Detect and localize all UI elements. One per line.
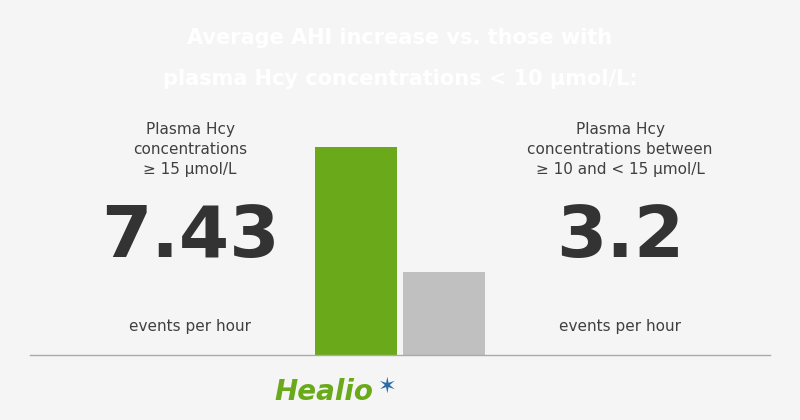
- Text: 3.2: 3.2: [556, 203, 684, 272]
- Bar: [403, 272, 485, 355]
- Text: ✶: ✶: [378, 377, 396, 397]
- Text: plasma Hcy concentrations < 10 μmol/L:: plasma Hcy concentrations < 10 μmol/L:: [162, 69, 638, 89]
- Text: Average AHI increase vs. those with: Average AHI increase vs. those with: [187, 29, 613, 48]
- Text: Plasma Hcy
concentrations between
≥ 10 and < 15 μmol/L: Plasma Hcy concentrations between ≥ 10 a…: [527, 122, 713, 176]
- Bar: [315, 147, 397, 355]
- Text: events per hour: events per hour: [129, 320, 251, 334]
- Text: 7.43: 7.43: [101, 203, 279, 272]
- Text: Healio: Healio: [274, 378, 374, 407]
- Text: events per hour: events per hour: [559, 320, 681, 334]
- Text: Plasma Hcy
concentrations
≥ 15 μmol/L: Plasma Hcy concentrations ≥ 15 μmol/L: [133, 122, 247, 176]
